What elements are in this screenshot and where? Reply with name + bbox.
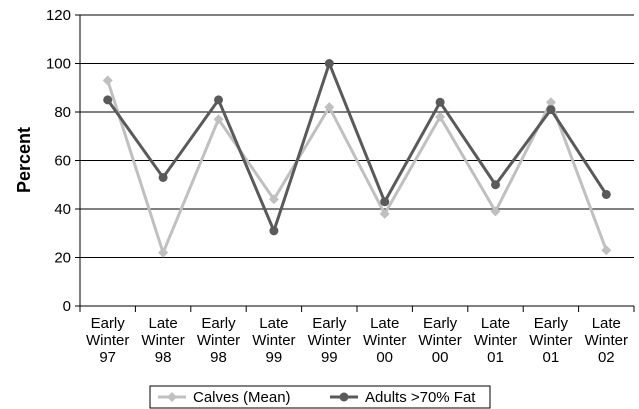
- data-point: [491, 180, 500, 190]
- data-point: [324, 102, 335, 113]
- data-point: [268, 194, 279, 205]
- legend-label: Adults >70% Fat: [365, 389, 476, 406]
- data-point: [213, 114, 224, 125]
- data-point: [601, 189, 611, 199]
- axes: [79, 15, 635, 312]
- legend-label: Calves (Mean): [193, 389, 291, 406]
- y-tick-label: 60: [54, 153, 71, 170]
- y-tick-labels: 0 20 40 60 80 100 120: [46, 7, 71, 315]
- y-tick-label: 120: [46, 7, 71, 24]
- data-point: [379, 208, 390, 219]
- data-point: [214, 95, 223, 105]
- x-category-label: Early Winter 97: [86, 315, 129, 366]
- series-line: [106, 80, 608, 257]
- data-point: [435, 111, 446, 122]
- data-point: [269, 226, 279, 236]
- data-point: [380, 197, 390, 207]
- data-point: [490, 206, 501, 217]
- x-category-label: Late Winter 98: [141, 315, 184, 366]
- series-calves: [102, 75, 612, 258]
- legend: Calves (Mean) Adults >70% Fat: [149, 385, 491, 409]
- x-category-label: Late Winter 00: [363, 315, 406, 366]
- series-line: [106, 59, 608, 236]
- y-tick-label: 0: [63, 298, 71, 315]
- series-adults: [103, 59, 611, 236]
- data-point: [102, 75, 113, 86]
- data-point: [158, 172, 168, 182]
- y-axis-label: Percent: [14, 127, 34, 193]
- x-category-label: Early Winter 01: [529, 315, 572, 366]
- grid-lines: [75, 14, 634, 307]
- y-tick-label: 80: [54, 104, 71, 121]
- legend-swatch-marker: [339, 392, 349, 402]
- x-category-labels: Early Winter 97 Late Winter 98 Early Winter 98 La…: [86, 315, 628, 366]
- legend-entry: Calves (Mean): [158, 389, 291, 406]
- data-point: [103, 95, 113, 105]
- y-tick-label: 40: [54, 201, 71, 218]
- data-point: [324, 59, 334, 68]
- legend-box: [149, 385, 491, 409]
- x-category-label: Late Winter 02: [585, 315, 628, 366]
- y-tick-label: 20: [54, 250, 71, 267]
- legend-entry: Adults >70% Fat: [330, 389, 476, 406]
- x-category-label: Early Winter 00: [418, 315, 461, 366]
- data-point: [158, 247, 169, 258]
- series-group: [102, 59, 612, 258]
- data-point: [546, 105, 556, 115]
- data-point: [435, 97, 445, 107]
- x-category-label: Late Winter 99: [252, 315, 295, 366]
- x-category-label: Early Winter 99: [308, 315, 351, 366]
- data-point: [601, 245, 612, 256]
- x-category-label: Late Winter 01: [474, 315, 517, 366]
- legend-swatch-marker: [167, 392, 177, 402]
- x-category-label: Early Winter 98: [197, 315, 240, 366]
- data-point: [545, 97, 556, 108]
- y-tick-label: 100: [46, 56, 71, 73]
